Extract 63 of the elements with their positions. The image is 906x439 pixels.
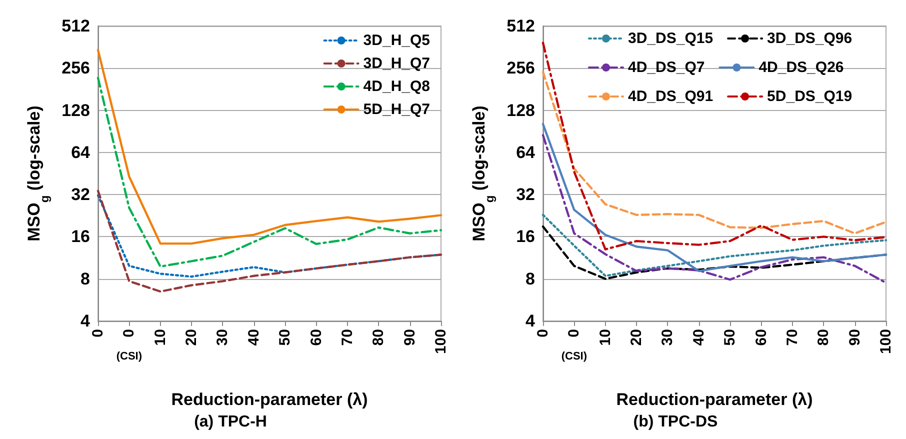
legend-label: 3D_H_Q7 — [363, 55, 430, 72]
y-tick-label: 16 — [516, 227, 535, 246]
x-tick-label: 20 — [628, 329, 646, 346]
text: (b) TPC-DS — [633, 414, 718, 430]
y-tick-label: 128 — [506, 100, 535, 120]
x-tick-label: 60 — [308, 329, 325, 346]
text: (a) TPC-H — [194, 414, 267, 430]
x-tick-label: 10 — [152, 329, 169, 346]
y-tick-label: 4 — [80, 312, 91, 330]
x-tick-label: 0 — [566, 329, 583, 338]
x-tick-label: 40 — [245, 329, 262, 346]
line-series — [96, 190, 442, 293]
legend-label: 4D_DS_Q26 — [758, 59, 844, 76]
x-tick-label: 100 — [878, 329, 894, 354]
x-tick-label: 70 — [338, 329, 356, 346]
x-tick-label: 30 — [659, 329, 676, 346]
y-tick-label: 256 — [62, 58, 90, 78]
x-tick-label: 80 — [370, 329, 388, 346]
x-tick-label: 0 — [90, 329, 106, 338]
x-tick-label: 10 — [596, 329, 614, 346]
y-tick-label: 512 — [62, 16, 90, 36]
y-tick-label: 32 — [516, 185, 535, 204]
text: (CSI) — [561, 350, 588, 362]
y-tick-label: 4 — [526, 312, 536, 330]
x-tick-label: 90 — [846, 329, 864, 346]
line-series — [96, 76, 442, 268]
y-axis-title: MSOg (log-scale) — [470, 106, 497, 242]
legend-label: 3D_DS_Q15 — [628, 30, 714, 47]
x-tick-label: 50 — [276, 329, 294, 346]
legend-label: 4D_DS_Q7 — [628, 59, 705, 76]
x-tick-label: 30 — [214, 329, 232, 346]
y-axis-title: MSOg (log-scale) — [24, 106, 52, 242]
y-tick-label: 32 — [71, 185, 90, 204]
legend-label: 4D_DS_Q91 — [628, 88, 714, 105]
x-tick-label: 100 — [432, 329, 450, 354]
legend-label: 3D_H_Q5 — [363, 32, 430, 49]
x-tick-label: 0 — [534, 329, 552, 338]
y-tick-label: 16 — [71, 227, 90, 246]
line-series — [96, 48, 442, 245]
y-tick-label: 8 — [80, 269, 90, 288]
y-tick-label: 512 — [506, 16, 535, 36]
legend-label: 5D_H_Q7 — [363, 101, 430, 118]
y-tick-label: 8 — [526, 269, 535, 288]
x-tick-label: 70 — [784, 329, 801, 346]
legend-label: 3D_DS_Q96 — [767, 30, 852, 47]
x-tick-label: 50 — [722, 329, 739, 346]
line-series — [96, 194, 442, 278]
x-axis-title: Reduction-parameter (λ) — [171, 390, 368, 409]
x-tick-label: 60 — [752, 329, 770, 346]
x-tick-label: 90 — [401, 329, 418, 346]
legend-label: 5D_DS_Q19 — [767, 88, 852, 105]
x-axis-title: Reduction-parameter (λ) — [616, 390, 813, 409]
x-tick-label: 20 — [183, 329, 200, 346]
text: (CSI) — [116, 350, 142, 362]
x-tick-label: 80 — [815, 329, 832, 346]
y-tick-label: 64 — [71, 142, 91, 162]
legend-label: 4D_H_Q8 — [363, 78, 430, 95]
y-tick-label: 128 — [62, 100, 90, 120]
x-tick-label: 40 — [690, 329, 708, 346]
y-tick-label: 256 — [506, 58, 535, 78]
line-series — [542, 214, 888, 277]
x-tick-label: 0 — [120, 329, 138, 338]
y-tick-label: 64 — [516, 142, 536, 162]
